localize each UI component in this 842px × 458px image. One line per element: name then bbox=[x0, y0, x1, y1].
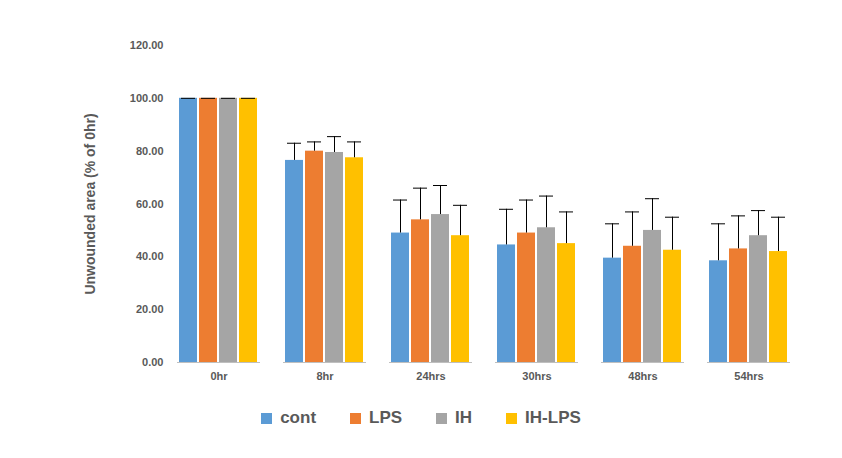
html-text:IH-LPS: IH-LPS bbox=[525, 408, 581, 427]
html-text:IH: IH bbox=[455, 408, 473, 427]
svg-text:40.00: 40.00 bbox=[136, 250, 164, 262]
html-text:cont: cont bbox=[280, 408, 316, 427]
svg-text:Unwounded area (% of 0hr): Unwounded area (% of 0hr) bbox=[82, 113, 98, 294]
svg-text:30hrs: 30hrs bbox=[522, 370, 551, 382]
svg-text:20.00: 20.00 bbox=[136, 303, 164, 315]
svg-text:48hrs: 48hrs bbox=[628, 370, 657, 382]
svg-text:8hr: 8hr bbox=[316, 370, 334, 382]
svg-text:24hrs: 24hrs bbox=[416, 370, 445, 382]
svg-text:80.00: 80.00 bbox=[136, 145, 164, 157]
svg-text:120.00: 120.00 bbox=[130, 39, 164, 51]
svg-text:100.00: 100.00 bbox=[130, 92, 164, 104]
svg-text:0.00: 0.00 bbox=[142, 356, 163, 368]
html-text:LPS: LPS bbox=[369, 408, 403, 427]
svg-text:54hrs: 54hrs bbox=[734, 370, 763, 382]
svg-text:60.00: 60.00 bbox=[136, 198, 164, 210]
svg-text:0hr: 0hr bbox=[210, 370, 228, 382]
